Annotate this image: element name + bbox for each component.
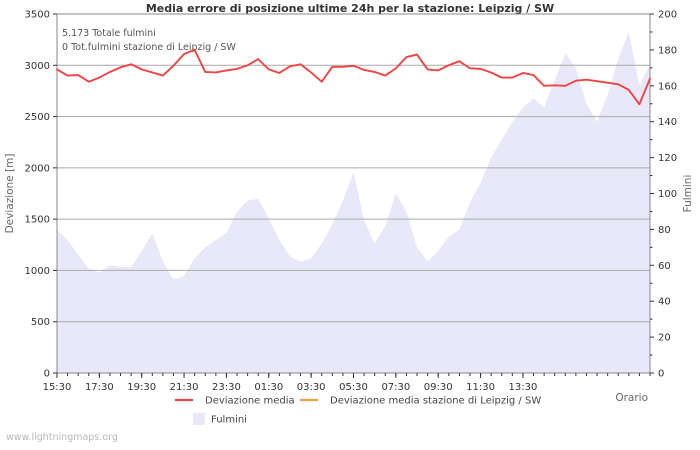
tick-label-right: 200 — [658, 10, 677, 21]
tick-label-right: 20 — [658, 333, 671, 344]
y2-axis-title: Fulmini — [682, 175, 694, 213]
tick-label-right: 80 — [658, 225, 671, 236]
tick-label-left: 500 — [31, 317, 50, 328]
tick-label-right: 160 — [658, 81, 677, 92]
chart-annotation: 5.173 Totale fulmini — [62, 28, 156, 39]
deviation-media-line — [56, 48, 651, 106]
tick-label-x: 15:30 — [43, 382, 72, 393]
tick-label-left: 1000 — [25, 266, 50, 277]
tick-label-x: 19:30 — [127, 382, 156, 393]
legend-deviazione-media-label: Deviazione media — [205, 396, 295, 407]
tick-label-left: 2500 — [25, 112, 50, 123]
tick-label-x: 23:30 — [212, 382, 241, 393]
tick-label-right: 100 — [658, 189, 677, 200]
tick-label-x: 03:30 — [297, 382, 326, 393]
tick-label-left: 1500 — [25, 215, 50, 226]
legend-fulmini-swatch — [193, 413, 205, 425]
tick-label-x: 05:30 — [339, 382, 368, 393]
tick-label-x: 09:30 — [424, 382, 453, 393]
tick-label-x: 13:30 — [509, 382, 538, 393]
tick-label-left: 3500 — [25, 10, 50, 21]
tick-label-x: 07:30 — [381, 382, 410, 393]
tick-label-left: 3000 — [25, 61, 50, 72]
lightning-area — [57, 31, 650, 373]
tick-label-right: 60 — [658, 261, 671, 272]
tick-label-x: 17:30 — [85, 382, 114, 393]
tick-label-right: 180 — [658, 45, 677, 56]
legend-fulmini-label: Fulmini — [211, 415, 247, 426]
tick-label-right: 140 — [658, 117, 677, 128]
tick-label-left: 0 — [44, 369, 50, 380]
y-axis-title: Deviazione [m] — [4, 154, 16, 234]
tick-label-right: 40 — [658, 297, 671, 308]
tick-label-left: 2000 — [25, 163, 50, 174]
tick-label-x: 11:30 — [466, 382, 495, 393]
tick-label-x: 01:30 — [254, 382, 283, 393]
tick-label-x: 21:30 — [170, 382, 199, 393]
x-axis-title: Orario — [615, 392, 648, 404]
tick-label-right: 0 — [658, 369, 664, 380]
chart-annotation: 0 Tot.fulmini stazione di Leipzig / SW — [62, 42, 236, 53]
chart-title: Media errore di posizione ultime 24h per… — [145, 2, 555, 15]
tick-label-right: 120 — [658, 153, 677, 164]
footer-url: www.lightningmaps.org — [6, 432, 118, 443]
legend-deviazione-stazione-label: Deviazione media stazione di Leipzig / S… — [330, 396, 541, 407]
